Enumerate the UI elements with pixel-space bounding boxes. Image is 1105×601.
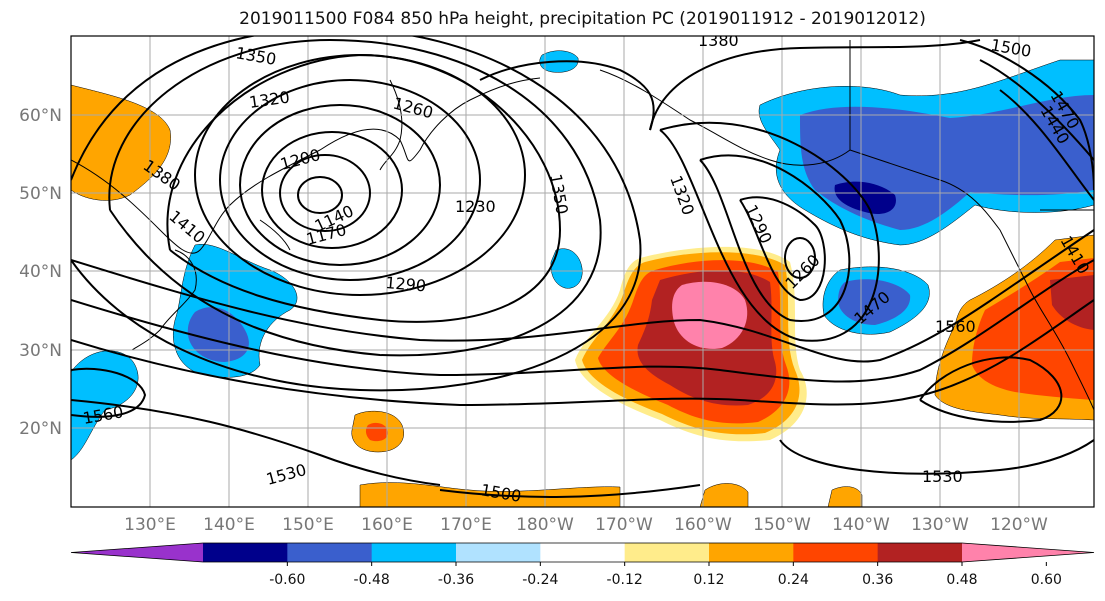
contour-label: 1530 [922,467,963,486]
colorbar-tick-label: 0.24 [778,572,809,588]
coastline-japan [131,249,197,351]
lon-label: 150°W [753,515,811,535]
coastlines [71,40,1094,411]
colorbar-tick-label: 0.60 [1031,572,1062,588]
colorbar-segment [624,543,710,562]
precip-area-red-3 [365,422,388,442]
precip-area-navy [834,181,896,215]
colorbar: -0.60 -0.48 -0.36 -0.24 -0.12 0.12 0.24 0.36 0.4… [70,542,1095,588]
precip-area-pink [672,281,748,349]
lat-label: 20°N [19,419,62,439]
colorbar-segment [540,543,626,562]
lon-label: 170°W [595,515,653,535]
lat-label: 30°N [19,341,62,361]
colorbar-segment [371,543,457,562]
coastline-alaska [599,69,851,166]
coastline-asia [71,77,541,254]
lon-label: 150°E [282,515,334,535]
height-contours [71,36,1094,498]
precip-area-blue [187,307,249,362]
colorbar-tick-label: -0.60 [269,572,305,588]
colorbar-segment [456,543,541,562]
colorbar-tick-label: 0.36 [862,572,893,588]
contour-label: 1380 [698,31,739,50]
map-title: 2019011500 F084 850 hPa height, precipit… [239,9,926,29]
contour-label: 1230 [455,197,496,216]
contour-label: 1560 [935,317,976,336]
contour-label: 1290 [385,273,427,295]
precip-area-orange-6 [699,483,749,507]
coastline-japan-2 [259,219,291,251]
lon-label: 170°E [440,515,492,535]
lon-label: 130°W [911,515,969,535]
precip-area-lightblue-2 [71,350,139,461]
colorbar-extend-low [71,543,203,562]
lon-label: 160°W [674,515,732,535]
lon-label: 180°W [516,515,574,535]
colorbar-segment [287,543,373,562]
lat-label: 50°N [19,184,62,204]
colorbar-tick-label: -0.36 [438,572,474,588]
precip-area-blue-3 [838,279,911,325]
map-frame [70,35,1095,508]
colorbar-segment [709,543,794,562]
lon-label: 160°E [361,515,413,535]
colorbar-segment [203,543,288,562]
latitude-labels: 60°N 50°N 40°N 30°N 20°N [19,106,62,439]
colorbar-outline [70,542,1095,563]
colorbar-tick-label: -0.48 [354,572,390,588]
lat-label: 40°N [19,262,62,282]
precip-area-orange [71,84,171,201]
precip-area-lightblue-5 [550,248,583,289]
lat-label: 60°N [19,106,62,126]
colorbar-tick-label: 0.48 [946,572,977,588]
colorbar-segment [793,543,879,562]
precip-shading [71,50,1094,507]
colorbar-tick-label: -0.12 [607,572,643,588]
lon-label: 120°W [990,515,1048,535]
colorbar-extend-high [962,543,1094,562]
lon-label: 140°W [832,515,890,535]
precip-area-darkred-2 [1050,275,1094,330]
precip-area-orange-7 [827,486,863,507]
lon-label: 140°E [203,515,255,535]
colorbar-tick-label: -0.24 [522,572,558,588]
coastline-north-america [849,149,1094,411]
longitude-labels: 130°E 140°E 150°E 160°E 170°E 180°W 170°… [124,515,1048,535]
coastline-kamchatka [379,79,403,171]
lon-label: 130°E [124,515,176,535]
colorbar-segment [877,543,963,562]
colorbar-tick-label: 0.12 [693,572,724,588]
